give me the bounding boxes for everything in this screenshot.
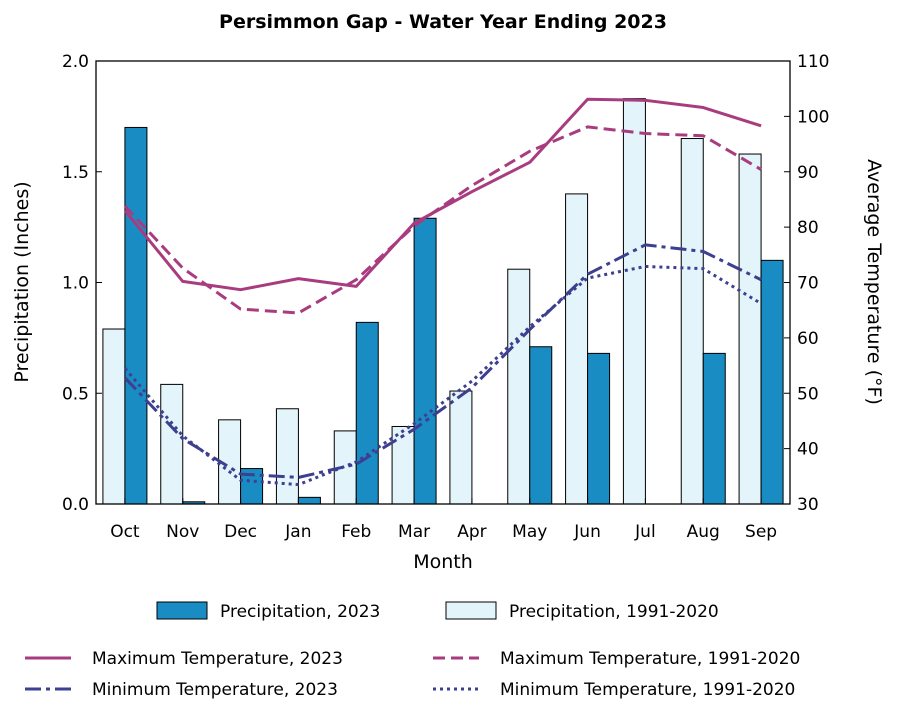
tick-label-right: 30 [797, 495, 819, 515]
bar-normal-apr [449, 390, 473, 505]
tick-label-x: Feb [341, 522, 371, 542]
tick-label-right: 60 [797, 329, 819, 349]
tick-label-x: Sep [745, 522, 777, 542]
legend: Precipitation, 2023 Precipitation, 1991-2… [25, 601, 800, 700]
tick-label-left: 0.0 [62, 495, 89, 515]
legend-label: Precipitation, 1991-2020 [509, 602, 719, 622]
bar-2023-jun [587, 352, 611, 505]
line-minimum-temperature-1991-2020 [123, 264, 762, 487]
bar-normal-may [507, 268, 531, 505]
line-maximum-temperature-2023 [123, 97, 762, 292]
bar-normal-mar [391, 425, 415, 505]
tick-label-right: 100 [797, 107, 829, 127]
bar-normal-jun [565, 193, 589, 505]
tick-label-left: 1.5 [62, 163, 89, 183]
bar-2023-aug [702, 352, 726, 505]
bar-2023-may [529, 346, 553, 505]
bar-2023-jan [297, 496, 321, 505]
lines-layer [123, 97, 762, 487]
legend-label: Maximum Temperature, 1991-2020 [500, 649, 800, 669]
legend-swatch [445, 601, 497, 620]
line-minimum-temperature-2023 [123, 243, 762, 479]
tick-label-left: 0.5 [62, 384, 89, 404]
tick-label-x: Dec [224, 522, 257, 542]
tick-label-right: 70 [797, 274, 819, 294]
tick-label-right: 110 [797, 52, 829, 72]
tick-label-right: 40 [797, 440, 819, 460]
right-axis: 30 40 50 60 70 80 90 100 110 [784, 52, 829, 515]
tick-label-right: 80 [797, 218, 819, 238]
tick-label-right: 50 [797, 384, 819, 404]
bar-2023-mar [413, 217, 437, 505]
tick-label-x: Aug [687, 522, 720, 542]
bar-normal-jan [275, 408, 299, 505]
legend-label: Maximum Temperature, 2023 [92, 649, 343, 669]
legend-swatch [156, 601, 208, 620]
x-axis: Oct Nov Dec Jan Feb Mar Apr May Jun Jul Aug Sep [110, 498, 777, 542]
line-maximum-temperature-1991-2020 [123, 125, 762, 315]
bar-normal-jul [622, 98, 646, 505]
bar-2023-feb [355, 321, 379, 505]
tick-label-x: Nov [166, 522, 199, 542]
bar-normal-oct [102, 328, 126, 505]
bars-layer [102, 98, 784, 505]
legend-label: Precipitation, 2023 [220, 602, 380, 622]
chart-title: Persimmon Gap - Water Year Ending 2023 [219, 11, 667, 33]
tick-label-x: Oct [110, 522, 140, 542]
bar-2023-oct [124, 126, 148, 505]
bar-normal-sep [738, 153, 762, 505]
bar-normal-nov [160, 383, 184, 505]
legend-label: Minimum Temperature, 2023 [92, 680, 338, 700]
tick-label-left: 2.0 [62, 52, 89, 72]
tick-label-x: Jun [573, 522, 601, 542]
tick-label-x: Jan [284, 522, 311, 542]
bar-normal-aug [680, 138, 704, 505]
tick-label-x: May [512, 522, 547, 542]
tick-label-x: Mar [398, 522, 430, 542]
left-axis: 0.0 0.5 1.0 1.5 2.0 [62, 52, 102, 515]
tick-label-left: 1.0 [62, 274, 89, 294]
y-axis-left-label: Precipitation (Inches) [11, 181, 33, 382]
tick-label-x: Jul [634, 522, 656, 542]
bar-2023-sep [760, 259, 784, 505]
tick-label-right: 90 [797, 163, 819, 183]
legend-label: Minimum Temperature, 1991-2020 [500, 680, 795, 700]
tick-label-x: Apr [457, 522, 486, 542]
x-axis-label: Month [413, 551, 473, 573]
y-axis-right-label: Average Temperature (°F) [863, 159, 885, 405]
